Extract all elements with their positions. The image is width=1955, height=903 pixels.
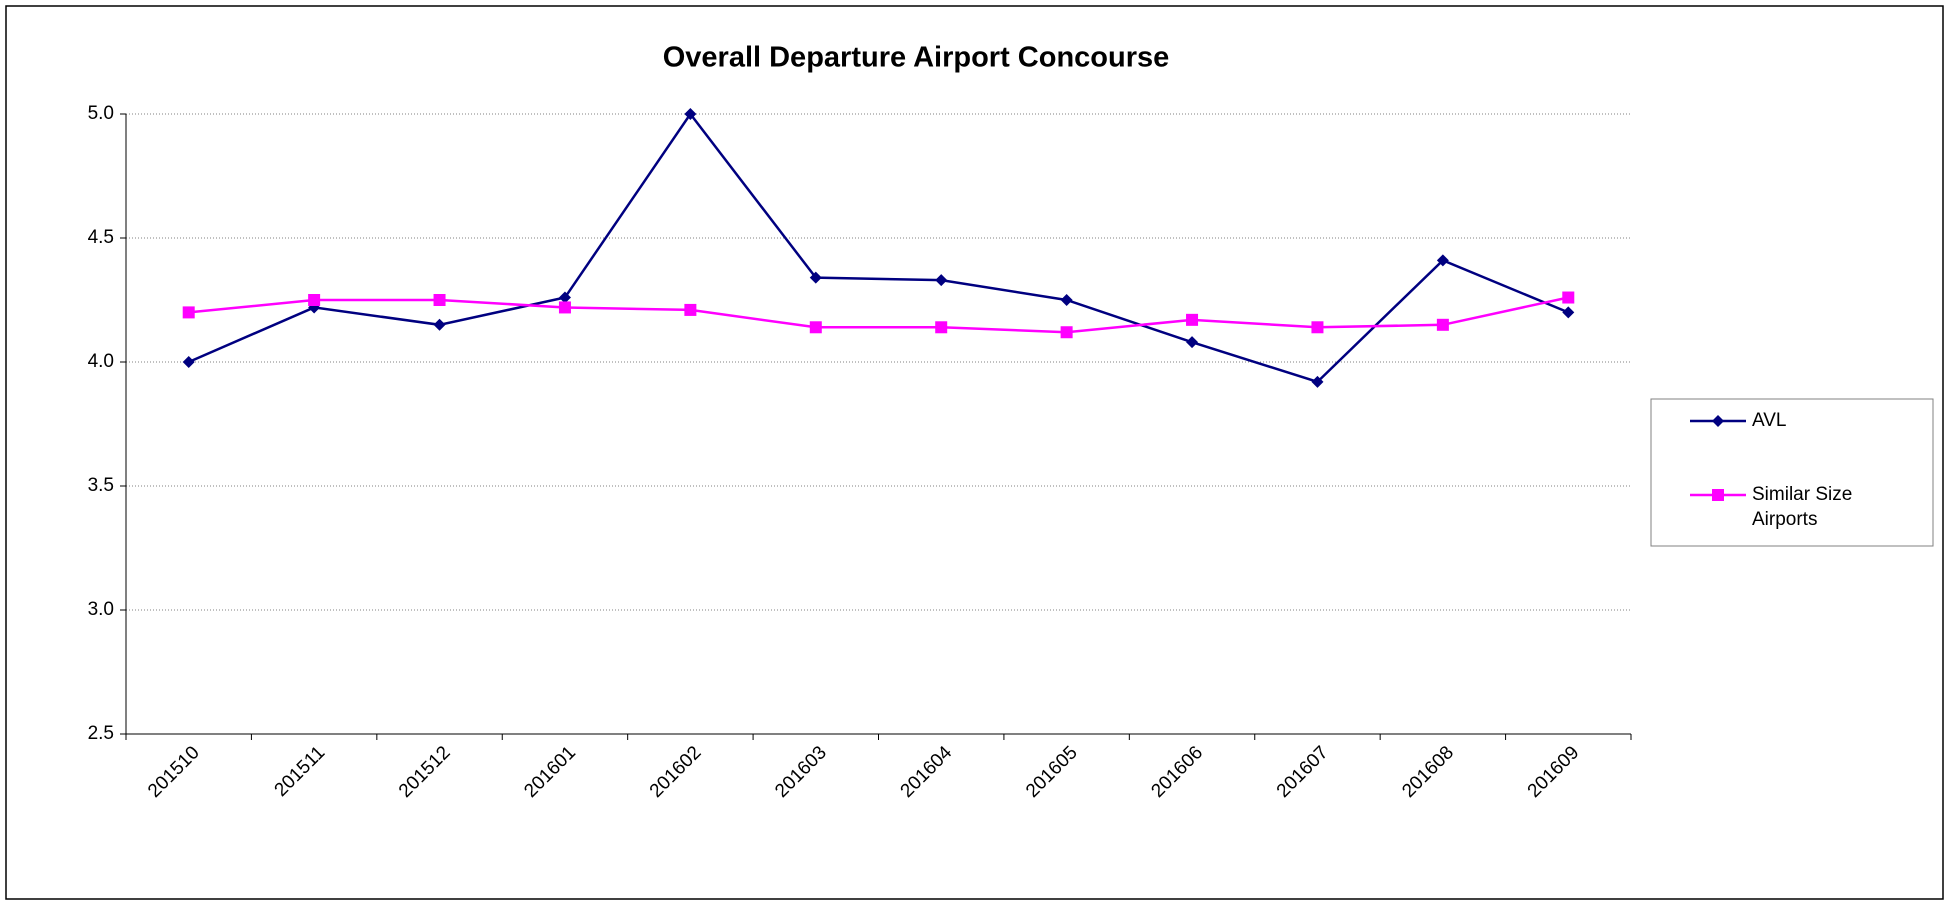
data-point bbox=[1712, 489, 1724, 501]
chart-title: Overall Departure Airport Concourse bbox=[663, 42, 1170, 74]
data-point bbox=[1060, 326, 1073, 339]
y-tick-label: 3.0 bbox=[88, 599, 114, 620]
series-line bbox=[188, 111, 1569, 384]
data-point bbox=[558, 301, 571, 314]
y-tick-label: 5.0 bbox=[88, 103, 114, 124]
data-point bbox=[308, 294, 321, 306]
data-point bbox=[182, 306, 195, 319]
data-point bbox=[809, 271, 822, 284]
data-point bbox=[1311, 375, 1324, 388]
data-point bbox=[433, 294, 446, 306]
data-point bbox=[809, 321, 822, 334]
data-point bbox=[1712, 415, 1724, 427]
y-tick-label: 2.5 bbox=[88, 723, 114, 744]
data-point bbox=[182, 356, 195, 368]
legend-label: AVL bbox=[1752, 410, 1787, 431]
data-point bbox=[1562, 291, 1575, 304]
y-tick-label: 3.5 bbox=[88, 475, 114, 496]
data-point bbox=[1436, 254, 1449, 267]
data-point bbox=[684, 303, 697, 316]
y-tick-label: 4.5 bbox=[88, 227, 114, 248]
data-point bbox=[684, 108, 697, 120]
legend-label-box: AVL bbox=[1752, 410, 1787, 431]
data-point bbox=[433, 318, 446, 331]
legend-label: Similar Size Airports bbox=[1752, 484, 1853, 530]
data-point bbox=[558, 291, 571, 304]
data-point bbox=[1186, 336, 1199, 349]
data-point bbox=[1060, 294, 1073, 306]
data-point bbox=[1562, 306, 1575, 319]
legend-label-box: Similar Size Airports bbox=[1752, 484, 1853, 530]
legend-box bbox=[1650, 398, 1934, 547]
y-tick-label: 4.0 bbox=[88, 351, 114, 372]
data-point bbox=[1311, 321, 1324, 334]
data-point bbox=[1436, 318, 1449, 331]
series-line bbox=[188, 296, 1569, 334]
data-point bbox=[1186, 313, 1199, 326]
data-point bbox=[935, 274, 948, 287]
chart-frame bbox=[5, 5, 1944, 900]
data-point bbox=[935, 321, 948, 334]
